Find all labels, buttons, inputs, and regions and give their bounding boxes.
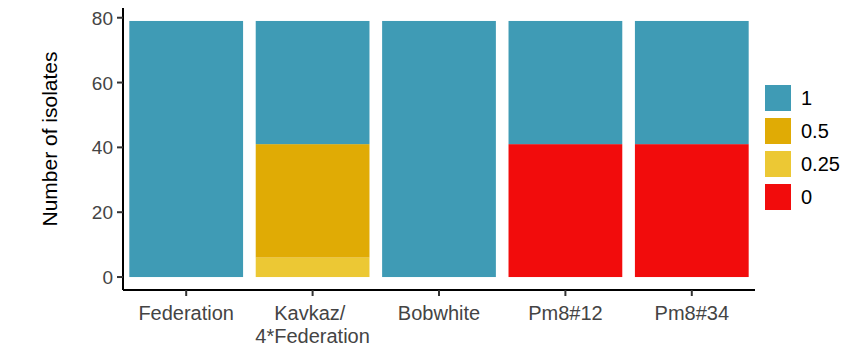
legend-label: 0.5	[801, 120, 829, 142]
y-tick-label: 0	[102, 267, 113, 288]
x-tick	[438, 290, 440, 296]
label-line: Kavkaz/	[274, 302, 351, 324]
legend-swatch	[765, 151, 791, 177]
bar-segment	[509, 144, 623, 277]
x-tick-label: Federation	[138, 302, 234, 324]
y-tick	[117, 82, 123, 84]
x-tick-label: Bobwhite	[398, 302, 480, 324]
bar-segment	[129, 21, 243, 277]
y-tick-label: 20	[92, 202, 113, 223]
legend-label: 1	[801, 87, 812, 109]
legend-label: 0	[801, 186, 812, 208]
legend-swatch	[765, 85, 791, 111]
x-tick-label: Kavkaz/ 4*Federation	[255, 302, 370, 347]
label-line: Pm8#12	[528, 302, 603, 324]
x-tick-label: Pm8#34	[655, 302, 730, 324]
y-axis	[122, 8, 124, 290]
y-tick-label: 80	[92, 8, 113, 29]
label-line: Pm8#34	[655, 302, 730, 324]
bar-segment	[256, 258, 370, 277]
bar-segment	[635, 21, 749, 144]
bar-segment	[382, 21, 496, 277]
y-tick-label: 40	[92, 137, 113, 158]
legend-swatch	[765, 184, 791, 210]
y-tick	[117, 17, 123, 19]
x-tick	[564, 290, 566, 296]
bar-segment	[509, 21, 623, 144]
label-line: Bobwhite	[398, 302, 480, 324]
bars	[129, 21, 748, 277]
legend-swatch	[765, 118, 791, 144]
x-tick	[312, 290, 314, 296]
x-tick	[185, 290, 187, 296]
y-tick	[117, 211, 123, 213]
y-axis-label: Number of isolates	[38, 51, 61, 226]
x-tick	[691, 290, 693, 296]
y-tick-label: 60	[92, 73, 113, 94]
bar-segment	[256, 21, 370, 144]
legend-label: 0.25	[801, 153, 840, 175]
y-tick	[117, 146, 123, 148]
x-tick-label: Pm8#12	[528, 302, 603, 324]
bar-segment	[256, 144, 370, 257]
y-tick	[117, 276, 123, 278]
label-line: Federation	[138, 302, 234, 324]
label-line: 4*Federation	[255, 325, 370, 347]
chart: 0 20 40 60 80 Federation Kavkaz/ 4*Federation B…	[0, 0, 861, 353]
bar-segment	[635, 144, 749, 277]
